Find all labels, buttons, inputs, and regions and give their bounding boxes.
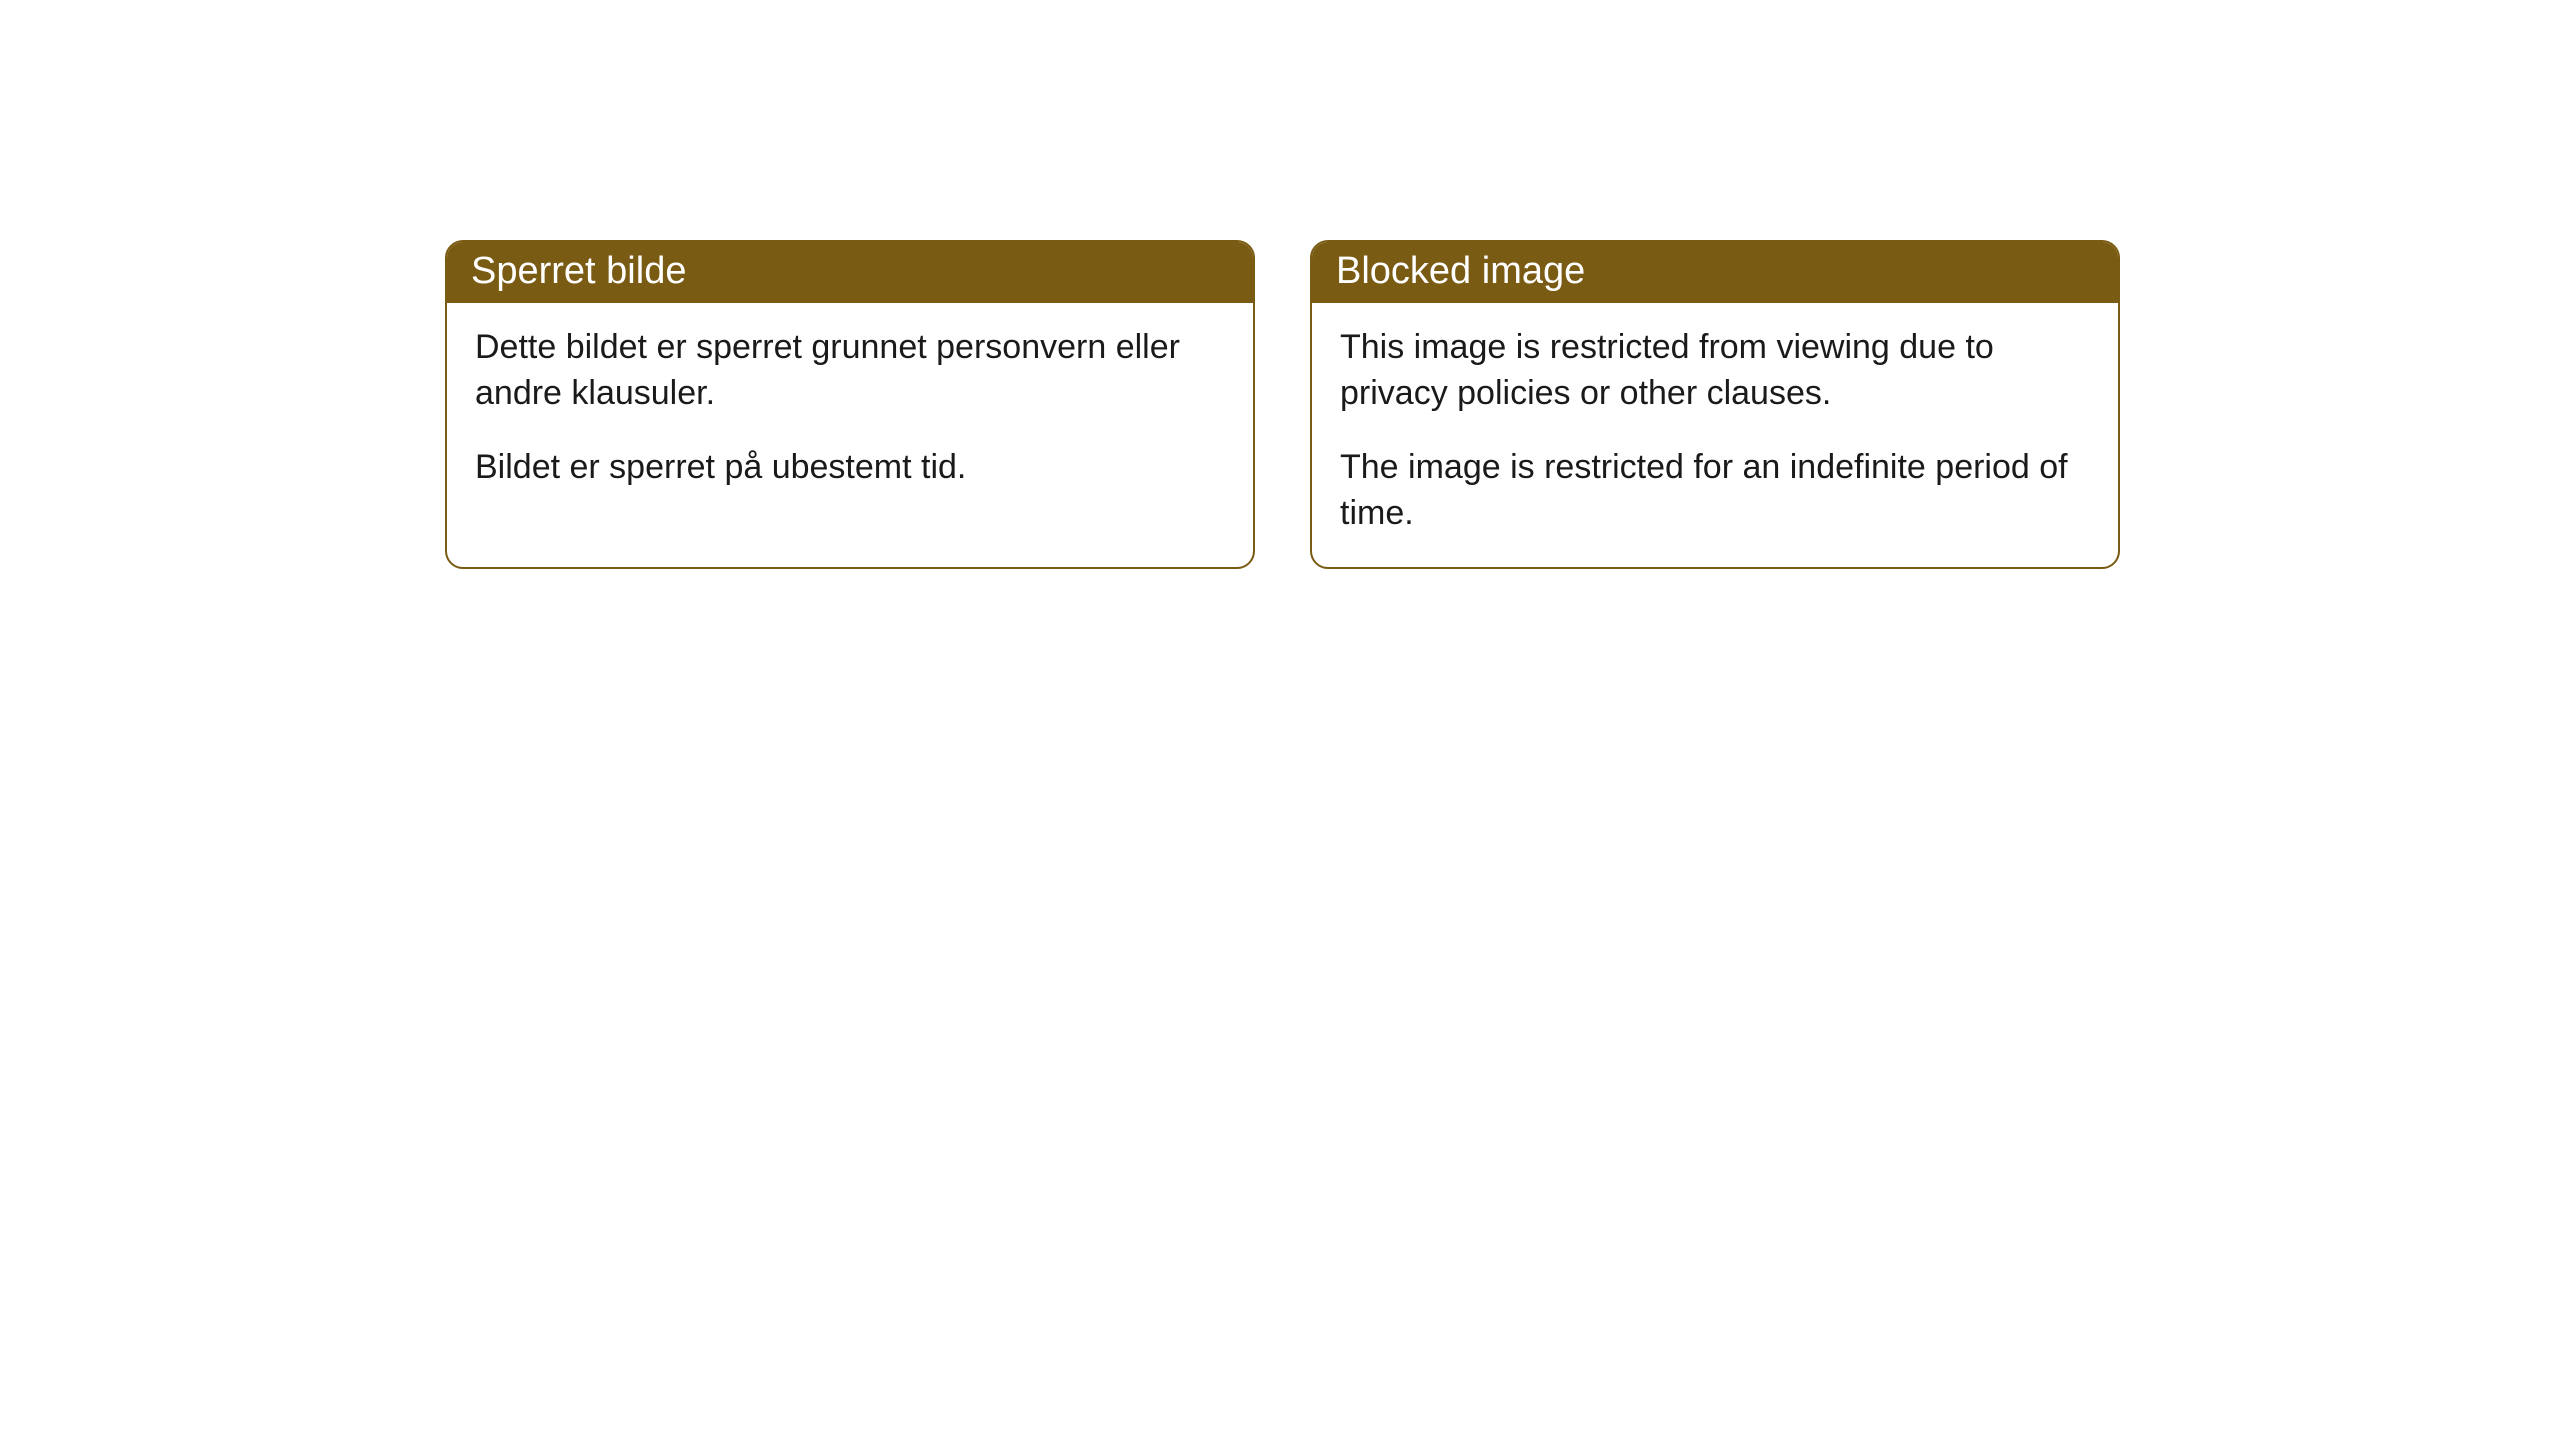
card-header: Sperret bilde [447, 242, 1253, 303]
notice-cards-container: Sperret bilde Dette bildet er sperret gr… [0, 0, 2560, 569]
card-paragraph: Dette bildet er sperret grunnet personve… [475, 325, 1225, 417]
card-paragraph: The image is restricted for an indefinit… [1340, 445, 2090, 537]
card-body: Dette bildet er sperret grunnet personve… [447, 303, 1253, 521]
card-title: Sperret bilde [471, 250, 686, 292]
card-paragraph: This image is restricted from viewing du… [1340, 325, 2090, 417]
card-header: Blocked image [1312, 242, 2118, 303]
card-title: Blocked image [1336, 250, 1585, 292]
card-paragraph: Bildet er sperret på ubestemt tid. [475, 445, 1225, 491]
blocked-image-card-norwegian: Sperret bilde Dette bildet er sperret gr… [445, 240, 1255, 569]
blocked-image-card-english: Blocked image This image is restricted f… [1310, 240, 2120, 569]
card-body: This image is restricted from viewing du… [1312, 303, 2118, 567]
